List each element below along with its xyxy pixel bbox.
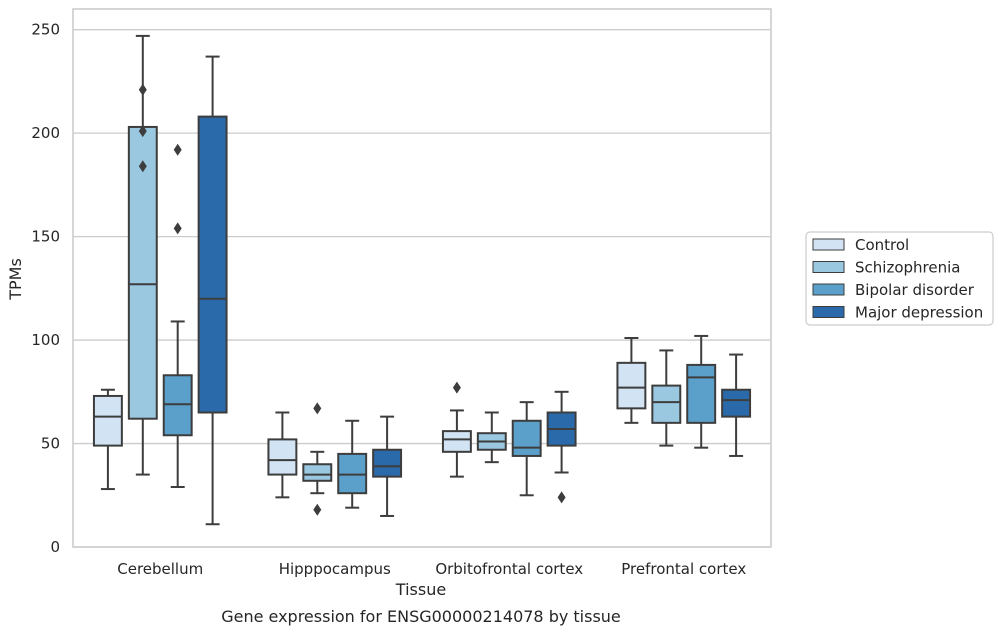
outlier-point [138, 160, 147, 173]
legend-label: Schizophrenia [855, 259, 960, 277]
box-bipolar-disorder [511, 401, 542, 497]
box-bipolar-disorder [337, 419, 368, 509]
y-tick-label: 150 [31, 228, 60, 246]
x-tick-label: Cerebellum [117, 560, 203, 578]
legend-label: Bipolar disorder [855, 281, 975, 299]
box-bipolar-disorder [162, 143, 193, 488]
legend-swatch [812, 283, 845, 296]
y-tick-label: 100 [31, 331, 60, 349]
y-tick-label: 250 [31, 21, 60, 39]
chart-caption: Gene expression for ENSG00000214078 by t… [221, 607, 621, 626]
iqr-box [267, 438, 298, 476]
box-control [267, 411, 298, 499]
iqr-box [686, 363, 717, 424]
iqr-box [372, 448, 403, 478]
legend-frame [805, 231, 994, 326]
iqr-box [337, 452, 368, 495]
box-schizophrenia [127, 34, 158, 476]
legend-swatch [812, 238, 845, 251]
box-major-depression [197, 55, 228, 526]
box-schizophrenia [302, 402, 333, 516]
box-control [92, 388, 123, 491]
y-tick-label: 50 [41, 435, 60, 453]
y-tick-label: 200 [31, 124, 60, 142]
box-major-depression [546, 390, 577, 504]
outlier-point [452, 381, 461, 394]
box-major-depression [372, 415, 403, 517]
outlier-point [138, 125, 147, 138]
outlier-point [173, 222, 182, 235]
iqr-box [616, 361, 647, 410]
y-axis-label: TPMs [6, 258, 25, 301]
iqr-box [721, 388, 752, 418]
box-schizophrenia [476, 411, 507, 464]
legend: Control Schizophrenia Bipolar disorder Majo… [805, 231, 994, 326]
box-control [616, 337, 647, 424]
iqr-box [162, 374, 193, 437]
outlier-point [138, 83, 147, 96]
outlier-point [313, 402, 322, 415]
outlier-point [173, 143, 182, 156]
box-schizophrenia [651, 349, 682, 447]
legend-label: Major depression [855, 304, 983, 322]
legend-swatch [812, 261, 845, 273]
box-major-depression [721, 353, 752, 457]
legend-label: Control [855, 236, 909, 254]
outlier-point [557, 491, 566, 504]
iqr-box [92, 394, 123, 447]
x-tick-label: Prefrontal cortex [621, 560, 746, 578]
box-bipolar-disorder [686, 334, 717, 449]
boxes [92, 34, 752, 526]
iqr-box [441, 430, 472, 453]
y-tick-label: 0 [50, 538, 60, 556]
iqr-box [197, 115, 228, 414]
iqr-box [511, 419, 542, 457]
outlier-point [313, 503, 322, 516]
x-axis-label: Tissue [395, 580, 446, 599]
plot-frame [72, 8, 772, 548]
axes: 0 50 100 150 200 250 Cerebellum Hipppocampus Orb… [31, 8, 772, 578]
legend-swatch [812, 306, 845, 318]
iqr-box [302, 463, 333, 482]
iqr-box [651, 384, 682, 424]
x-tick-label: Orbitofrontal cortex [435, 560, 583, 578]
x-tick-label: Hipppocampus [279, 560, 391, 578]
box-control [441, 381, 472, 478]
